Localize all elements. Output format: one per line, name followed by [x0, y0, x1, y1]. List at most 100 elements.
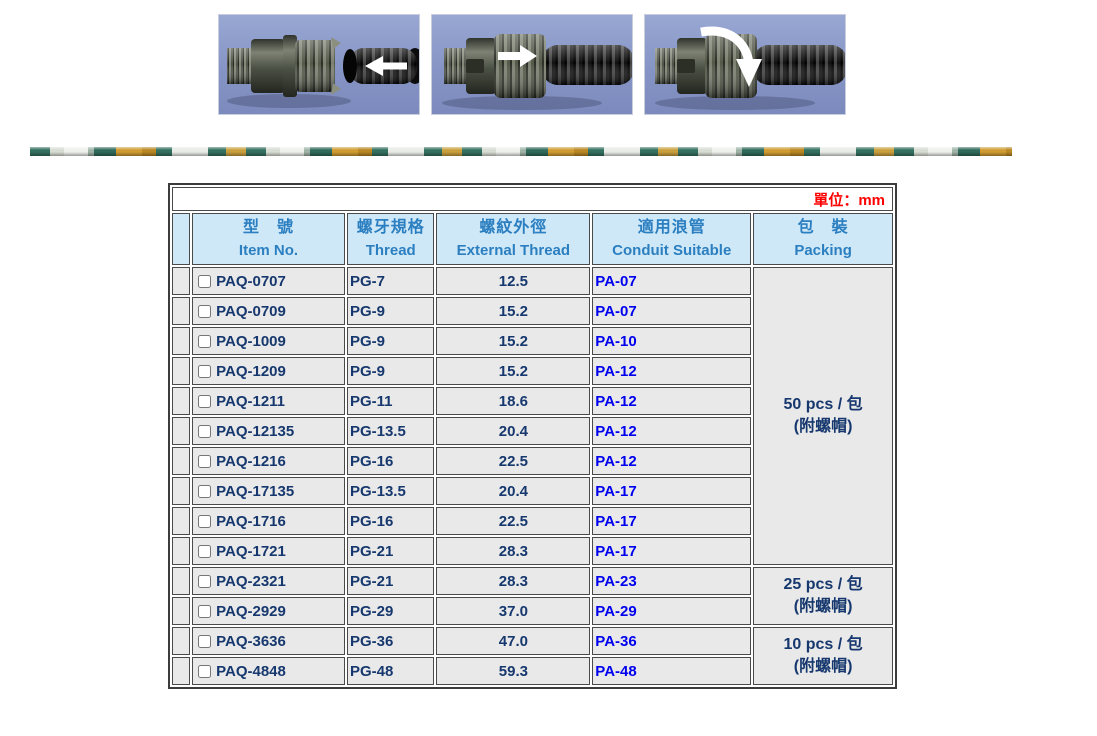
header-external-thread-zh: 螺紋外徑	[479, 219, 548, 236]
row-checkbox[interactable]	[198, 544, 212, 558]
item-no-cell: PAQ-2929	[192, 597, 345, 625]
header-row: 型 號 Item No. 螺牙規格 Thread 螺紋外徑 External T…	[172, 213, 893, 265]
item-no-label: PAQ-1211	[216, 392, 286, 410]
row-checkbox[interactable]	[198, 514, 212, 528]
external-thread-cell: 47.0	[436, 627, 591, 655]
conduit-cell: PA-17	[592, 537, 752, 565]
row-checkbox[interactable]	[198, 304, 212, 318]
header-packing-zh: 包 裝	[797, 219, 849, 236]
conduit-cell: PA-36	[592, 627, 752, 655]
external-thread-cell: 15.2	[436, 297, 591, 325]
thread-cell: PG-7	[346, 267, 435, 295]
conduit-link[interactable]: PA-29	[595, 602, 637, 620]
item-no-cell: PAQ-2321	[192, 567, 345, 595]
item-no-label: PAQ-2321	[216, 572, 286, 590]
arrow-rotate-icon	[700, 26, 762, 87]
row-checkbox[interactable]	[198, 664, 212, 678]
row-index-cell	[172, 477, 191, 505]
conduit-link[interactable]: PA-17	[595, 512, 637, 530]
external-thread-cell: 22.5	[436, 507, 591, 535]
external-thread-cell: 12.5	[436, 267, 591, 295]
thread-cell: PG-9	[346, 357, 435, 385]
table-row: PAQ-3636 PG-36 47.0 PA-36 10 pcs / 包 (附螺帽)	[172, 627, 893, 685]
product-photo-tighten	[644, 14, 846, 115]
row-checkbox[interactable]	[198, 484, 212, 498]
conduit-cell: PA-10	[592, 327, 752, 355]
row-checkbox[interactable]	[198, 574, 212, 588]
header-conduit: 適用浪管 Conduit Suitable	[592, 213, 752, 265]
header-packing: 包 裝 Packing	[753, 213, 893, 265]
product-photo-insert	[218, 14, 420, 115]
thread-cell: PG-16	[346, 507, 435, 535]
row-checkbox[interactable]	[198, 424, 212, 438]
item-no-cell: PAQ-0707	[192, 267, 345, 295]
arrow-right-icon	[498, 45, 537, 67]
conduit-link[interactable]: PA-36	[595, 632, 637, 650]
row-checkbox[interactable]	[198, 334, 212, 348]
conduit-link[interactable]: PA-07	[595, 302, 637, 320]
item-no-label: PAQ-2929	[216, 602, 286, 620]
row-index-cell	[172, 657, 191, 685]
conduit-cell: PA-07	[592, 267, 752, 295]
unit-cell: 單位：mm	[172, 187, 893, 211]
item-no-label: PAQ-17135	[216, 482, 295, 500]
row-index-cell	[172, 447, 191, 475]
packing-cell: 10 pcs / 包 (附螺帽)	[753, 627, 893, 685]
table-row: PAQ-1721 PG-21 28.3 PA-17	[172, 537, 893, 565]
row-checkbox[interactable]	[198, 454, 212, 468]
external-thread-cell: 20.4	[436, 477, 591, 505]
conduit-link[interactable]: PA-12	[595, 452, 637, 470]
row-index-cell	[172, 507, 191, 535]
external-thread-cell: 28.3	[436, 567, 591, 595]
header-blank	[172, 213, 191, 265]
conduit-link[interactable]: PA-07	[595, 272, 637, 290]
packing-cell: 50 pcs / 包 (附螺帽)	[753, 267, 893, 565]
conduit-link[interactable]: PA-48	[595, 662, 637, 680]
conduit-link[interactable]: PA-10	[595, 332, 637, 350]
packing-qty: 25 pcs / 包	[783, 576, 863, 593]
table-row: PAQ-12135 PG-13.5 20.4 PA-12	[172, 417, 893, 445]
conduit-cell: PA-12	[592, 447, 752, 475]
conduit-link[interactable]: PA-17	[595, 482, 637, 500]
item-no-cell: PAQ-1209	[192, 357, 345, 385]
conduit-link[interactable]: PA-12	[595, 392, 637, 410]
thread-cell: PG-21	[346, 537, 435, 565]
header-item-no: 型 號 Item No.	[192, 213, 345, 265]
unit-row: 單位：mm	[172, 187, 893, 211]
row-checkbox[interactable]	[198, 394, 212, 408]
header-external-thread: 螺紋外徑 External Thread	[436, 213, 591, 265]
item-no-label: PAQ-1216	[216, 452, 286, 470]
product-photos	[218, 14, 846, 115]
packing-cell: 25 pcs / 包 (附螺帽)	[753, 567, 893, 625]
conduit-link[interactable]: PA-23	[595, 572, 637, 590]
conduit-link[interactable]: PA-12	[595, 362, 637, 380]
row-checkbox[interactable]	[198, 274, 212, 288]
external-thread-cell: 20.4	[436, 417, 591, 445]
external-thread-cell: 22.5	[436, 447, 591, 475]
conduit-cell: PA-48	[592, 657, 752, 685]
conduit-cell: PA-29	[592, 597, 752, 625]
thread-cell: PG-21	[346, 567, 435, 595]
row-checkbox[interactable]	[198, 364, 212, 378]
thread-cell: PG-16	[346, 447, 435, 475]
packing-note: (附螺帽)	[793, 658, 853, 675]
thread-cell: PG-13.5	[346, 417, 435, 445]
packing-note: (附螺帽)	[793, 598, 853, 615]
item-no-cell: PAQ-12135	[192, 417, 345, 445]
item-no-label: PAQ-3636	[216, 632, 286, 650]
item-no-cell: PAQ-4848	[192, 657, 345, 685]
row-index-cell	[172, 357, 191, 385]
conduit-link[interactable]: PA-12	[595, 422, 637, 440]
conduit-link[interactable]: PA-17	[595, 542, 637, 560]
row-checkbox[interactable]	[198, 604, 212, 618]
conduit-cell: PA-12	[592, 357, 752, 385]
row-index-cell	[172, 327, 191, 355]
row-index-cell	[172, 627, 191, 655]
external-thread-cell: 18.6	[436, 387, 591, 415]
item-no-label: PAQ-1721	[216, 542, 286, 560]
table-row: PAQ-2321 PG-21 28.3 PA-23 25 pcs / 包 (附螺帽)	[172, 567, 893, 625]
thread-cell: PG-13.5	[346, 477, 435, 505]
header-conduit-en: Conduit Suitable	[612, 242, 732, 259]
row-checkbox[interactable]	[198, 634, 212, 648]
